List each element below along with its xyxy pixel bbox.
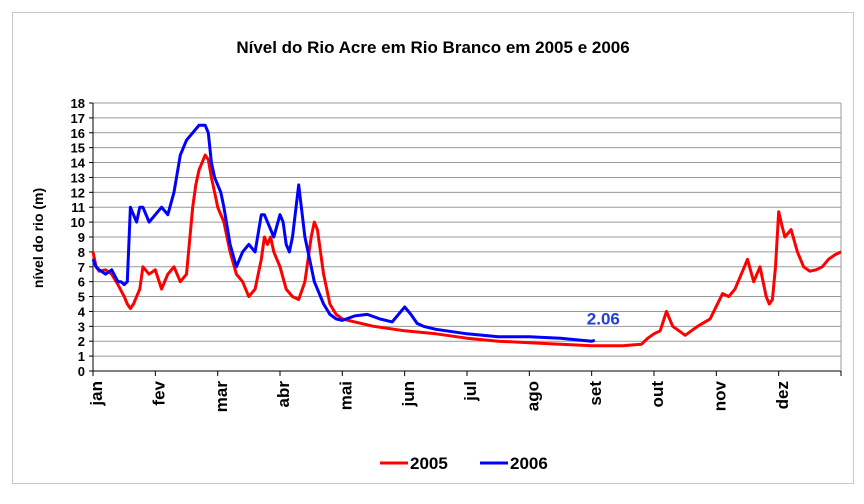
y-tick-label: 7: [78, 260, 85, 275]
y-tick-label: 10: [71, 215, 85, 230]
y-tick-label: 8: [78, 245, 85, 260]
y-tick-label: 3: [78, 319, 85, 334]
x-tick-label-mai: mai: [336, 381, 355, 410]
grid: [89, 102, 842, 376]
y-tick-label: 16: [71, 126, 85, 141]
y-tick-label: 1: [78, 349, 85, 364]
y-tick-label: 9: [78, 230, 85, 245]
x-tick-label-nov: nov: [710, 380, 729, 411]
y-tick-label: 13: [71, 170, 85, 185]
chart-frame: Nível do Rio Acre em Rio Branco em 2005 …: [12, 12, 854, 484]
x-ticks: jan fev mar abr mai jun jul ago set out nov dez: [87, 380, 792, 412]
x-tick-label-jul: jul: [461, 381, 480, 402]
y-tick-label: 18: [71, 96, 85, 111]
legend-label-2005: 2005: [410, 454, 448, 473]
legend: 2005 2006: [380, 454, 548, 473]
x-tick-label-jan: jan: [87, 381, 106, 407]
y-tick-label: 5: [78, 290, 85, 305]
x-tick-label-jun: jun: [399, 381, 418, 408]
x-tick-label-abr: abr: [274, 381, 293, 408]
y-tick-label: 17: [71, 111, 85, 126]
x-tick-label-dez: dez: [773, 381, 792, 409]
legend-label-2006: 2006: [510, 454, 548, 473]
y-tick-label: 6: [78, 275, 85, 290]
y-tick-label: 14: [71, 156, 86, 171]
series-line-2005: [91, 153, 842, 348]
series-lines: [91, 123, 842, 348]
chart-svg: Nível do Rio Acre em Rio Branco em 2005 …: [30, 38, 842, 473]
y-tick-label: 12: [71, 185, 85, 200]
x-tick-label-ago: ago: [523, 381, 542, 411]
y-tick-label: 0: [78, 364, 85, 379]
x-tick-label-set: set: [586, 381, 605, 406]
y-tick-label: 15: [71, 141, 85, 156]
annotation-label: 2.06: [587, 309, 620, 328]
x-tick-label-mar: mar: [212, 381, 231, 413]
series-line-2006: [91, 123, 596, 343]
x-tick-label-out: out: [648, 381, 667, 408]
y-tick-label: 11: [71, 200, 85, 215]
y-axis-label: nível do rio (m): [30, 188, 46, 288]
x-tick-label-fev: fev: [149, 380, 168, 405]
chart-title: Nível do Rio Acre em Rio Branco em 2005 …: [236, 38, 629, 57]
y-tick-label: 2: [78, 334, 85, 349]
y-tick-label: 4: [78, 304, 86, 319]
